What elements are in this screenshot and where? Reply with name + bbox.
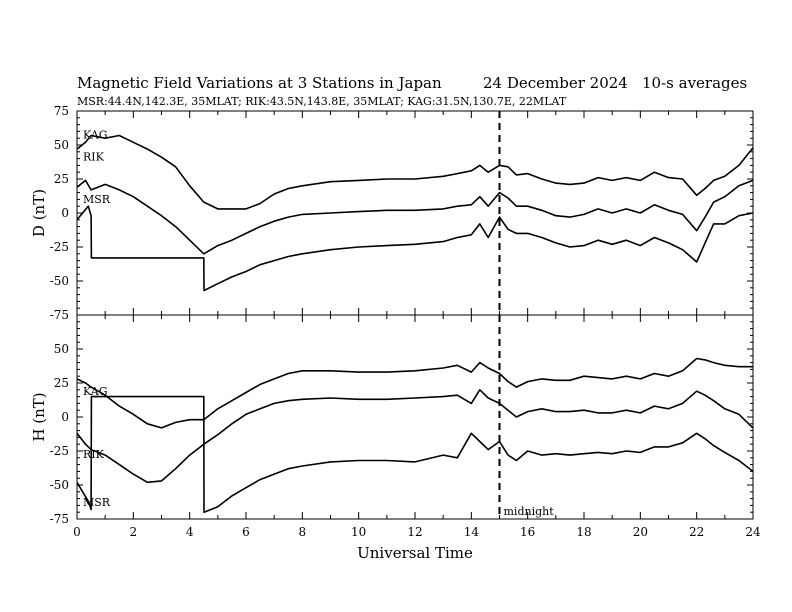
series-label-kag: KAG [83, 385, 108, 398]
y-tick-label: 75 [54, 104, 69, 118]
h-panel-frame [76, 314, 754, 520]
series-line-rik [76, 179, 754, 255]
x-tick-label: 8 [299, 525, 307, 539]
y-tick-label: 25 [54, 376, 69, 390]
x-tick-label: 18 [576, 525, 591, 539]
x-tick-label: 6 [242, 525, 250, 539]
series-line-msr [76, 205, 754, 292]
h-y-ticks: 50 25 0 -25 -50 -75 [50, 321, 753, 526]
x-tick-label: 2 [130, 525, 138, 539]
y-tick-label: -25 [50, 240, 69, 254]
series-label-msr: MSR [83, 496, 111, 509]
series-label-msr: MSR [83, 193, 111, 206]
d-y-axis-label: D (nT) [30, 189, 48, 237]
x-tick-label: 10 [351, 525, 366, 539]
d-y-ticks: 75 50 25 0 -25 -50 -75 [50, 104, 753, 322]
x-tick-label: 22 [689, 525, 704, 539]
y-tick-label: -50 [50, 274, 69, 288]
y-tick-label: 50 [54, 138, 69, 152]
y-tick-label: 0 [61, 206, 69, 220]
series-line-msr [76, 395, 754, 514]
h-y-axis-label: H (nT) [30, 392, 48, 441]
station-coordinates: MSR:44.4N,142.3E, 35MLAT; RIK:43.5N,143.… [77, 95, 567, 108]
midnight-label: midnight [504, 505, 555, 518]
chart-title: Magnetic Field Variations at 3 Stations … [77, 74, 442, 92]
chart-date: 24 December 2024 [483, 74, 628, 92]
h-series: KAG RIK MSR [76, 357, 754, 514]
x-tick-label: 24 [745, 525, 761, 539]
y-tick-label: 50 [54, 342, 69, 356]
x-tick-label: 12 [407, 525, 422, 539]
y-tick-label: -25 [50, 444, 69, 458]
series-label-kag: KAG [83, 128, 108, 141]
x-axis-label: Universal Time [357, 544, 473, 562]
chart-averaging: 10-s averages [642, 74, 747, 92]
y-tick-label: -75 [50, 512, 69, 526]
d-series: KAG RIK MSR [76, 128, 754, 292]
series-line-kag [76, 357, 753, 429]
series-label-rik: RIK [83, 448, 105, 461]
x-tick-label: 16 [520, 525, 535, 539]
y-tick-label: -50 [50, 478, 69, 492]
y-tick-label: 25 [54, 172, 69, 186]
series-line-rik [76, 388, 754, 484]
d-component-panel: 75 50 25 0 -25 -50 -75 KAG RIK MSR D (nT) [30, 104, 754, 322]
d-x-ticks [76, 111, 754, 315]
x-tick-label: 20 [633, 525, 648, 539]
y-tick-label: -75 [50, 308, 69, 322]
y-tick-label: 0 [61, 410, 69, 424]
series-line-kag [76, 134, 754, 210]
x-tick-label: 0 [73, 525, 81, 539]
h-x-ticks: 0 2 4 6 8 10 12 14 16 18 20 22 24 [73, 315, 761, 539]
d-panel-frame [76, 110, 754, 316]
x-tick-label: 14 [464, 525, 480, 539]
series-label-rik: RIK [83, 150, 105, 163]
x-tick-label: 4 [186, 525, 194, 539]
